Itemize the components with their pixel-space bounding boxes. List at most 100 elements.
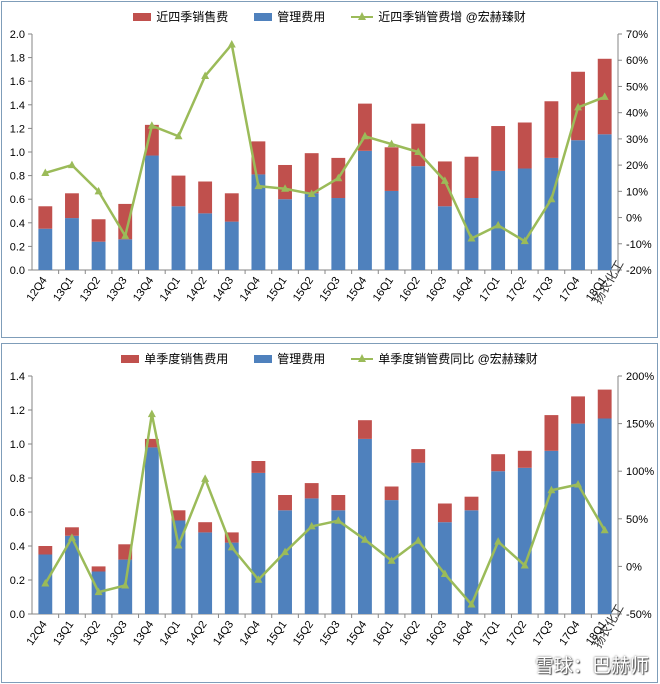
bar-sales (411, 123, 426, 167)
bar-admin (251, 174, 266, 270)
bar-sales (144, 124, 159, 156)
growth-marker (174, 131, 183, 140)
growth-marker (467, 234, 476, 242)
bar-admin (517, 168, 532, 270)
growth-marker (414, 147, 423, 155)
y-tick-label: 1.4 (10, 371, 25, 383)
y2-tick-label: 40% (626, 108, 648, 120)
growth-marker (121, 580, 130, 589)
y-tick-label: 0.8 (10, 171, 25, 183)
x-tick-label: 17Q4 (557, 275, 582, 304)
y-tick-label: 0.8 (10, 473, 25, 485)
growth-marker (41, 579, 50, 587)
y-tick-label: 0.2 (10, 575, 25, 587)
bar-sales (144, 438, 159, 448)
bar-sales (491, 454, 506, 472)
growth-marker (174, 540, 183, 549)
bar-sales (65, 527, 79, 536)
x-tick-label: 15Q3 (318, 619, 343, 648)
x-tick-label: 13Q4 (131, 619, 156, 648)
bar-sales (358, 420, 372, 439)
bar-sales (224, 532, 239, 543)
growth-marker (440, 176, 449, 184)
growth-marker (520, 560, 529, 569)
x-tick-label: 16Q3 (424, 275, 449, 304)
x-tick-label: 17Q2 (504, 275, 529, 304)
y2-tick-label: 10% (626, 186, 648, 198)
y2-tick-label: 70% (626, 29, 648, 41)
y-tick-label: 0.6 (10, 507, 25, 519)
growth-marker (41, 168, 50, 176)
x-tick-label: 13Q2 (78, 275, 103, 304)
x-tick-label: 13Q3 (104, 275, 129, 304)
bar-admin (544, 450, 559, 614)
bar-admin (278, 510, 292, 614)
growth-marker (387, 139, 396, 148)
bar-admin (65, 535, 79, 614)
y2-tick-label: 60% (626, 55, 648, 67)
x-tick-label: 17Q4 (557, 619, 582, 648)
chart-panel-top: 近四季销售费 管理费用 近四季销管费增 @宏赫臻财 0.0 0.2 0.4 0.6 0.… (1, 1, 658, 338)
bar-sales (544, 101, 559, 158)
growth-marker (334, 516, 343, 524)
bar-sales (437, 503, 452, 523)
bar-admin (331, 198, 346, 270)
y2-tick-label: 50% (626, 514, 648, 526)
x-tick-label: 15Q1 (264, 275, 289, 304)
x-tick-label: 14Q2 (184, 275, 209, 304)
x-tick-label: 15Q2 (291, 275, 316, 304)
growth-marker (547, 485, 556, 494)
growth-marker (360, 131, 369, 140)
bar-admin (491, 170, 506, 270)
bar-admin (144, 155, 159, 270)
bar-admin (464, 510, 479, 614)
x-tick-label: 16Q3 (424, 619, 449, 648)
legend-swatch-growth (351, 353, 374, 364)
x-tick-label: 17Q3 (531, 275, 556, 304)
growth-marker (94, 587, 103, 596)
growth-marker (307, 189, 316, 197)
growth-marker (67, 533, 76, 541)
growth-marker (414, 536, 423, 544)
legend-label: 近四季销管费增 @宏赫臻财 (378, 10, 526, 24)
x-tick-label: 16Q4 (451, 275, 476, 304)
growth-marker (387, 556, 396, 564)
legend-item-admin: 管理费用 (254, 8, 325, 25)
x-tick-label: 16Q1 (371, 619, 396, 648)
y2-tick-label: 30% (626, 134, 648, 146)
x-tick-label: 14Q2 (184, 619, 209, 648)
bar-sales (597, 389, 612, 419)
legend-label: 管理费用 (277, 10, 326, 24)
x-tick-label: 12Q4 (25, 275, 50, 304)
x-tick-label: 13Q4 (131, 275, 156, 304)
bar-sales (251, 461, 266, 473)
bar-admin (411, 166, 426, 270)
legend-swatch-admin (254, 12, 273, 21)
growth-marker (467, 599, 476, 608)
y2-tick-label: 200% (626, 371, 654, 383)
x-tick-label: 16Q1 (371, 275, 396, 304)
bar-sales (198, 181, 213, 214)
bar-sales (437, 161, 452, 207)
legend-item-growth: 单季度销管费同比 @宏赫臻财 (351, 350, 538, 367)
x-tick-label: 13Q3 (104, 619, 129, 648)
bar-admin (331, 510, 346, 614)
bar-sales (384, 147, 399, 191)
bar-admin (198, 532, 213, 614)
bar-admin (517, 467, 532, 614)
y-tick-label: 0.2 (10, 241, 25, 253)
bar-sales (517, 450, 532, 468)
legend-label: 单季度销管费同比 @宏赫臻财 (378, 352, 538, 366)
growth-marker (547, 194, 556, 203)
legend-item-sales: 单季度销售费用 (121, 350, 228, 367)
chart-svg-bottom: 0.0 0.2 0.4 0.6 0.8 1.0 1.2 1.4 -50% 0% 50% 100% 150… (10, 371, 655, 650)
x-tick-label: 17Q1 (477, 275, 502, 304)
growth-marker (281, 184, 290, 192)
y2-tick-label: 0% (626, 213, 642, 225)
growth-marker (94, 186, 103, 195)
y2-tick-label: 150% (626, 419, 654, 431)
growth-marker (494, 220, 503, 229)
bar-sales (304, 483, 319, 499)
bar-admin (544, 157, 559, 270)
bar-sales (198, 522, 213, 533)
